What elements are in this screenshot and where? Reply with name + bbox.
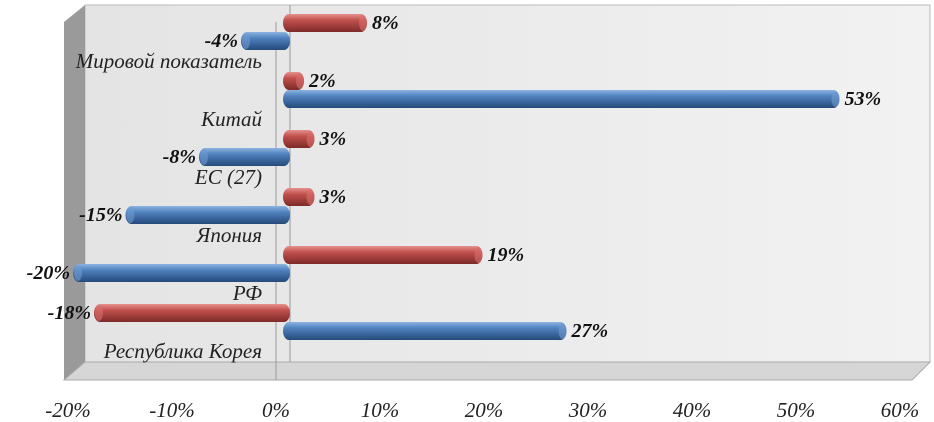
data-label: 2%: [308, 70, 336, 92]
bar-cap: [126, 207, 135, 223]
x-tick-label: 20%: [465, 398, 504, 422]
bar-blue-0: [241, 32, 290, 50]
side-wall: [64, 5, 85, 380]
x-tick-label: 50%: [777, 398, 816, 422]
bar-red-2: [283, 130, 315, 148]
floor: [62, 361, 932, 381]
bar-cap: [558, 323, 567, 339]
bar-red-4: [283, 246, 483, 264]
x-tick-label: -10%: [149, 398, 195, 422]
x-tick-label: 30%: [568, 398, 608, 422]
bar-cap: [200, 149, 208, 165]
bar-blue-2: [199, 148, 290, 166]
x-tick-label: 10%: [361, 398, 400, 422]
bar-red-5: [94, 304, 290, 322]
bar-cap: [831, 91, 840, 107]
bar-red-3: [283, 188, 315, 206]
data-label: 19%: [488, 244, 525, 266]
category-label: ЕС (27): [194, 165, 262, 189]
bar-blue-5: [283, 322, 567, 340]
data-label: 27%: [571, 320, 609, 342]
data-label: 53%: [845, 88, 882, 110]
category-label: РФ: [232, 281, 262, 305]
x-tick-label: 60%: [881, 398, 920, 422]
data-label: 3%: [319, 186, 347, 208]
bar-cap: [95, 305, 103, 321]
data-label: 3%: [319, 128, 347, 150]
bar-blue-1: [283, 90, 840, 108]
x-tick-label: 0%: [262, 398, 290, 422]
category-label: Республика Корея: [103, 339, 262, 363]
bar-cap: [306, 131, 315, 147]
x-tick-label: -20%: [45, 398, 91, 422]
bar-blue-3: [125, 206, 290, 224]
bar-cap: [296, 73, 304, 89]
bar-cap: [74, 265, 82, 281]
bar-cap: [306, 189, 315, 205]
bar-cap: [242, 33, 250, 49]
data-label: -18%: [48, 302, 91, 324]
category-label: Мировой показатель: [75, 49, 262, 73]
data-label: -8%: [163, 146, 196, 168]
data-label: -15%: [79, 204, 122, 226]
bar-cap: [474, 247, 483, 263]
data-label: 8%: [372, 12, 399, 34]
category-label: Китай: [200, 107, 262, 131]
data-label: -4%: [205, 30, 238, 52]
data-label: -20%: [27, 262, 70, 284]
bar-red-0: [283, 14, 367, 32]
bar-blue-4: [73, 264, 290, 282]
category-label: Япония: [196, 223, 262, 247]
bar-cap: [359, 15, 367, 31]
x-tick-label: 40%: [673, 398, 712, 422]
